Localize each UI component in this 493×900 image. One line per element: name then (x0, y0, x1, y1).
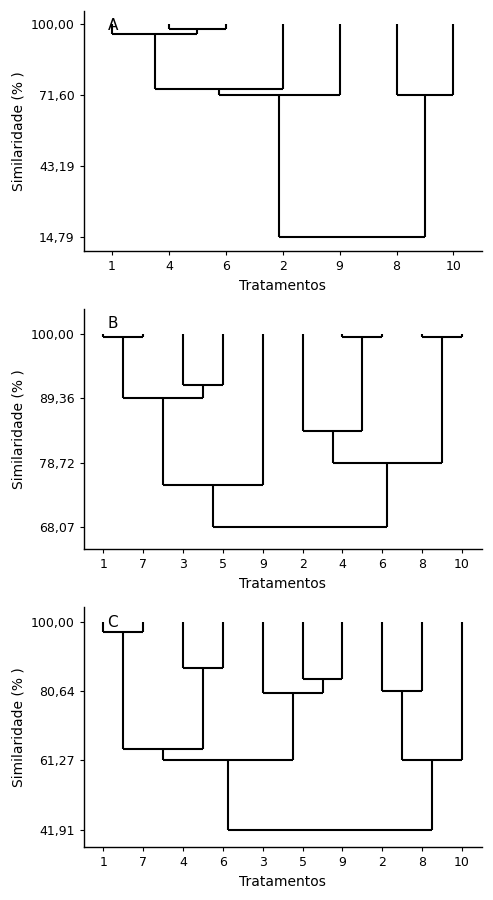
Y-axis label: Similaridade (% ): Similaridade (% ) (11, 369, 25, 489)
Text: B: B (107, 317, 118, 331)
Text: C: C (107, 615, 118, 630)
Y-axis label: Similaridade (% ): Similaridade (% ) (11, 71, 25, 191)
X-axis label: Tratamentos: Tratamentos (239, 279, 326, 292)
X-axis label: Tratamentos: Tratamentos (239, 577, 326, 590)
Text: A: A (107, 18, 118, 33)
X-axis label: Tratamentos: Tratamentos (239, 875, 326, 889)
Y-axis label: Similaridade (% ): Similaridade (% ) (11, 668, 25, 788)
